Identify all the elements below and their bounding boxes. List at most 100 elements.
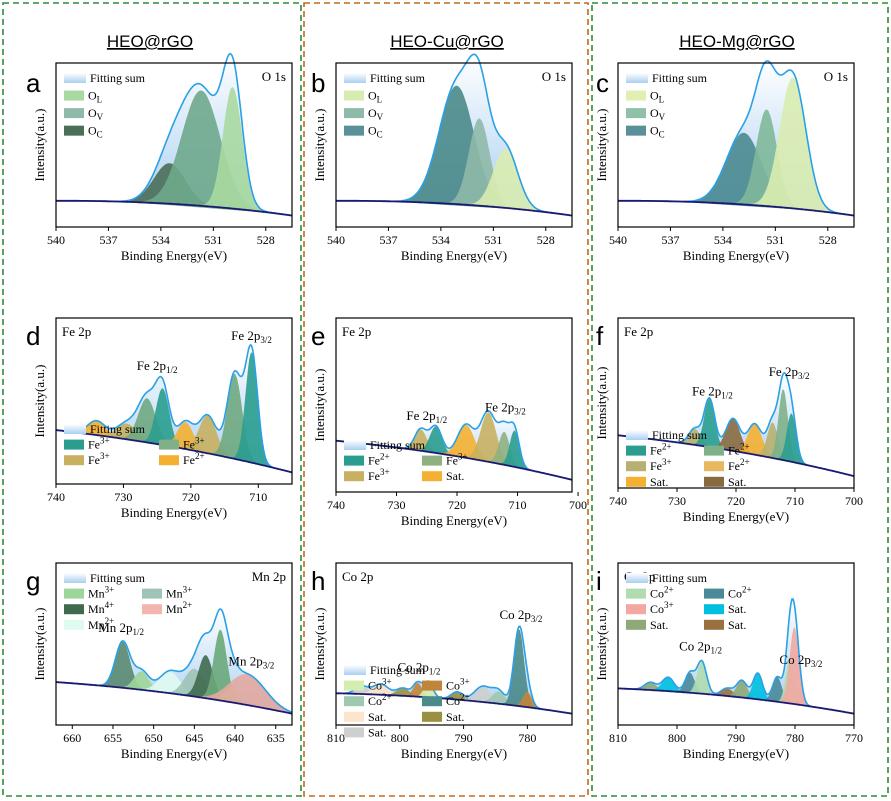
peak-component (499, 629, 539, 709)
x-tick-label: 528 (819, 233, 837, 247)
label-main: Co (368, 679, 382, 693)
label-main: Fe (650, 444, 662, 458)
label-main: Fitting sum (652, 428, 708, 442)
panel-letter: f (596, 321, 604, 351)
label-sub: V (377, 112, 384, 122)
panel-i: 810 800 790 780 770 Binding Energy(eV) Intensi… (594, 562, 863, 761)
label-text: OL (88, 89, 102, 105)
panel-letter: a (26, 68, 41, 98)
label-text: Sat. (728, 618, 746, 632)
region-label: Mn 2p (252, 569, 286, 584)
label-text: Co 2p1/2 (397, 660, 440, 677)
background-line (56, 681, 293, 715)
label-main: Fe 2p (692, 383, 721, 398)
label-main: Fe (728, 444, 740, 458)
legend-swatch (344, 665, 366, 675)
label-text: OC (368, 124, 383, 140)
peak-component (457, 412, 520, 468)
peak-component (721, 680, 763, 700)
peak-component (727, 424, 784, 461)
background-line (56, 199, 293, 217)
label-main: Co 2p (397, 660, 428, 675)
label-text: Fe2+ (650, 442, 672, 458)
label-main: Sat. (368, 710, 386, 724)
label-main: Sat. (728, 618, 746, 632)
panel-f: 740 730 720 710 700 Binding Energy(eV) Intensi… (594, 317, 863, 524)
region-label: O 1s (542, 69, 566, 84)
label-main: Co 2p (779, 652, 810, 667)
legend-swatch (704, 619, 724, 630)
legend-swatch (626, 604, 646, 615)
label-main: O (650, 106, 659, 120)
legend-swatch (626, 588, 646, 599)
peak-component (387, 85, 526, 210)
label-sub: 3/2 (811, 659, 823, 669)
region-label: Fe 2p (342, 324, 371, 339)
peak-component (688, 398, 731, 451)
x-tick-label: 650 (145, 731, 163, 745)
label-main: Co (650, 602, 664, 616)
region-label: Co 2p (342, 569, 373, 584)
panel-letter: d (26, 321, 40, 351)
legend-swatch (626, 619, 646, 630)
legend-swatch (704, 445, 724, 456)
x-tick-label: 810 (327, 731, 345, 745)
label-text: Fe3+ (88, 451, 110, 467)
x-tick-label: 720 (727, 494, 745, 508)
label-main: Fitting sum (90, 571, 146, 585)
peak-component (135, 388, 189, 450)
legend-swatch (422, 471, 442, 482)
label-sub: 3/2 (514, 407, 526, 417)
background-line (335, 439, 573, 481)
label-main: Fe (88, 438, 100, 452)
peak-component (176, 674, 292, 713)
label-text: OC (88, 124, 103, 140)
legend-swatch (626, 125, 646, 136)
label-main: Fe (368, 469, 380, 483)
peak-component (153, 422, 218, 456)
plot-frame (55, 317, 293, 485)
label-main: Fe (183, 438, 195, 452)
fitting-sum-line (335, 625, 573, 715)
x-tick-label: 780 (786, 731, 804, 745)
label-main: Mn (88, 602, 105, 616)
x-tick-label: 640 (226, 731, 244, 745)
legend-swatch (704, 476, 724, 487)
legend-swatch (344, 90, 364, 101)
peak-component (482, 431, 526, 470)
x-tick-label: 537 (99, 233, 117, 247)
legend-swatch (422, 696, 442, 707)
panel-e: 740 730 720 710 700 Binding Energy(eV) Intensi… (311, 317, 587, 528)
panel-d: 740 730 720 710 Binding Energy(eV) Intensity(… (26, 317, 293, 520)
column-title: HEO-Mg@rGO (679, 32, 794, 51)
label-main: O (368, 89, 377, 103)
peak-component (473, 691, 524, 707)
x-tick-label: 528 (537, 233, 555, 247)
label-text: Fitting sum (90, 71, 146, 85)
label-text: Co2+ (650, 585, 674, 601)
label-main: Fitting sum (370, 438, 426, 452)
peak-component (674, 132, 814, 211)
label-text: OL (650, 89, 664, 105)
plot-frame (617, 62, 855, 228)
x-tick-label: 537 (661, 233, 679, 247)
legend-swatch (626, 445, 646, 456)
label-sup: 2+ (195, 451, 205, 461)
x-tick-label: 531 (484, 233, 502, 247)
label-text: Fe2+ (183, 451, 205, 467)
label-main: O (88, 124, 97, 138)
label-text: Sat. (446, 710, 464, 724)
label-main: Fe 2p (137, 358, 166, 373)
panel-letter: i (596, 566, 602, 596)
label-text: Fe 2p3/2 (769, 364, 810, 381)
panel-letter: e (311, 321, 325, 351)
label-sup: 2+ (105, 616, 115, 626)
legend-swatch (422, 711, 442, 722)
panel-g: 660 655 650 645 640 635 Binding Energy(eV) Inte… (26, 562, 293, 761)
label-sup: 3+ (460, 677, 470, 687)
peak-component (510, 691, 545, 710)
label-sup: 3+ (380, 467, 390, 477)
label-text: Fitting sum (370, 663, 426, 677)
peak-component (644, 677, 692, 693)
